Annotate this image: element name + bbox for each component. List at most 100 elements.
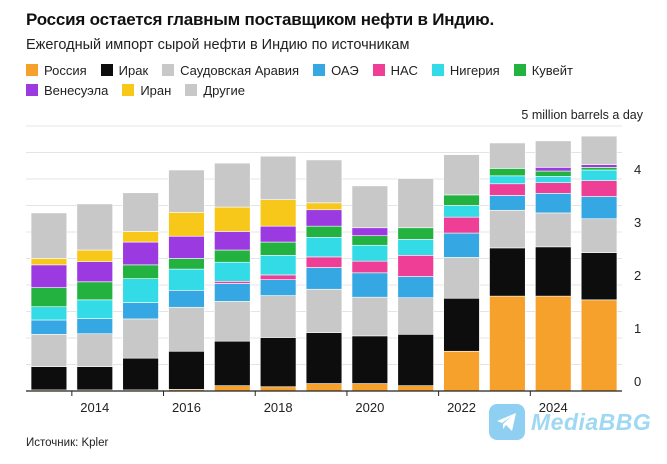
legend-row: Россия Ирак Саудовская Аравия ОАЭ НАС Нигерия…: [26, 63, 656, 83]
bar-segment: [168, 169, 205, 213]
bar-segment: [214, 206, 251, 232]
bar-segment: [259, 386, 297, 392]
legend-swatch: [162, 64, 175, 76]
bar-segment: [30, 306, 68, 321]
bar-segment: [580, 135, 618, 165]
bar-segment: [259, 279, 297, 296]
bar-segment: [535, 193, 572, 214]
x-tick-label: 2014: [80, 400, 109, 415]
bar-segment: [489, 142, 526, 169]
bar-segment: [351, 296, 389, 337]
legend-label: Кувейт: [531, 63, 573, 78]
bar-segment: [76, 281, 113, 301]
legend-item: НАС: [372, 63, 418, 78]
bar-segment: [397, 297, 434, 335]
bar-segment: [535, 246, 572, 297]
legend-item: Другие: [185, 83, 245, 98]
x-tick-label: 2020: [355, 400, 384, 415]
legend-swatch: [313, 64, 326, 76]
legend-label: Нигерия: [449, 63, 500, 78]
bar-segment: [76, 318, 113, 335]
bar-segment: [397, 255, 434, 277]
x-tick-label: 2022: [447, 400, 476, 415]
bar-segment: [580, 299, 618, 392]
bar-segment: [214, 340, 251, 386]
telegram-icon: [489, 404, 525, 440]
bar-segment: [76, 249, 113, 262]
legend-label: Россия: [44, 63, 87, 78]
bar-segment: [351, 235, 389, 246]
legend-item: Саудовская Аравия: [162, 63, 299, 78]
legend-row: Венесуэла Иран Другие: [26, 83, 656, 103]
source-note: Источник: Kpler: [26, 437, 109, 449]
bar-segment: [259, 241, 297, 256]
bar-segment: [259, 155, 297, 200]
y-tick-label: 2: [634, 268, 641, 283]
legend-label: Венесуэла: [44, 83, 109, 98]
bar-segment: [580, 218, 618, 253]
bar-segment: [30, 258, 68, 266]
bar-segment: [535, 170, 572, 177]
bar-segment: [489, 295, 526, 392]
legend-label: Саудовская Аравия: [180, 63, 300, 78]
bar-segment: [351, 185, 389, 229]
bar-segment: [76, 299, 113, 319]
bar-segment: [259, 274, 297, 280]
bar-segment: [305, 383, 343, 392]
legend-swatch: [122, 84, 135, 96]
bar-segment: [168, 350, 205, 390]
legend-swatch: [513, 64, 526, 76]
bar-segment: [259, 337, 297, 388]
bar-segment: [535, 167, 572, 172]
bar-segment: [168, 235, 205, 259]
bar-segment: [305, 256, 343, 268]
bar-segment: [443, 205, 480, 218]
bar-segment: [305, 267, 343, 290]
bar-segment: [259, 199, 297, 227]
bar-segment: [535, 212, 572, 248]
legend-swatch: [26, 64, 38, 76]
bar-segment: [305, 288, 343, 333]
x-tick-label: 2024: [539, 400, 568, 415]
y-tick-label: 4: [634, 162, 641, 177]
bar-segment: [259, 225, 297, 243]
bar-segment: [76, 366, 113, 391]
bar-segment: [443, 194, 480, 206]
bar-segment: [397, 178, 434, 229]
legend-label: Иран: [140, 83, 172, 98]
bar-segment: [259, 295, 297, 338]
bar-segment: [580, 196, 618, 220]
x-tick-label: 2016: [172, 400, 201, 415]
legend-swatch: [431, 64, 444, 76]
legend-label: Другие: [203, 83, 245, 98]
bar-segment: [580, 180, 618, 197]
bar-segment: [214, 301, 251, 342]
legend-item: Кувейт: [513, 63, 573, 78]
legend-item: Нигерия: [431, 63, 500, 78]
bar-segment: [305, 225, 343, 238]
legend: Россия Ирак Саудовская Аравия ОАЭ НАС Нигерия…: [26, 63, 656, 103]
bar-segment: [351, 227, 389, 237]
bar-segment: [122, 241, 159, 266]
bar-segment: [122, 302, 159, 320]
legend-label: ОАЭ: [331, 63, 359, 78]
legend-swatch: [372, 64, 385, 76]
bar-segment: [443, 350, 480, 392]
bar-segment: [397, 385, 434, 392]
bar-segment: [30, 212, 68, 259]
legend-swatch: [100, 64, 113, 76]
bar-segment: [168, 212, 205, 237]
bar-segment: [535, 295, 572, 392]
bar-segment: [305, 209, 343, 227]
bar-segment: [489, 247, 526, 297]
legend-item: ОАЭ: [313, 63, 359, 78]
bar-segment: [443, 297, 480, 352]
bar-segment: [122, 231, 159, 243]
unit-label: 5 million barrels a day: [521, 108, 643, 122]
bar-segment: [122, 192, 159, 232]
legend-item: Венесуэла: [26, 83, 108, 98]
bar-segment: [443, 232, 480, 258]
y-tick-label: 0: [634, 374, 641, 389]
bar-segment: [580, 169, 618, 181]
